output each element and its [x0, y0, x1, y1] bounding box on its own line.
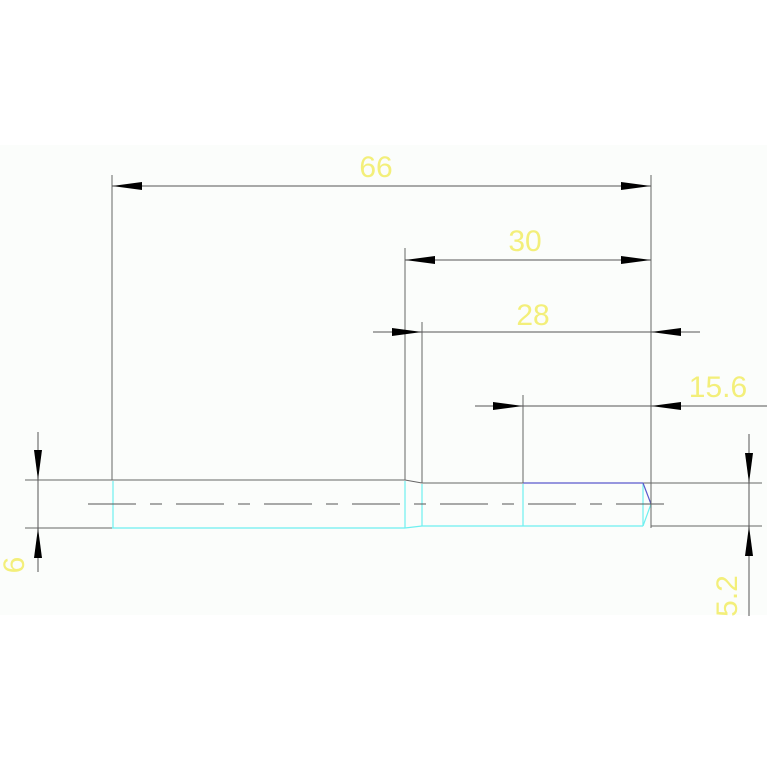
dimension-30: 30 — [508, 225, 541, 258]
chamfer-bottom — [642, 503, 652, 527]
top-taper — [404, 479, 423, 484]
dimension-28: 28 — [516, 299, 549, 332]
dimension-15-6: 15.6 — [689, 371, 747, 404]
part-outline — [25, 479, 762, 529]
dimension-5-2: 5.2 — [711, 575, 744, 617]
bottom-taper — [404, 525, 423, 529]
chamfer-top — [642, 482, 652, 505]
dimension-6: 6 — [0, 557, 31, 574]
dimension-66: 66 — [359, 151, 392, 184]
drawing-area — [0, 145, 767, 615]
